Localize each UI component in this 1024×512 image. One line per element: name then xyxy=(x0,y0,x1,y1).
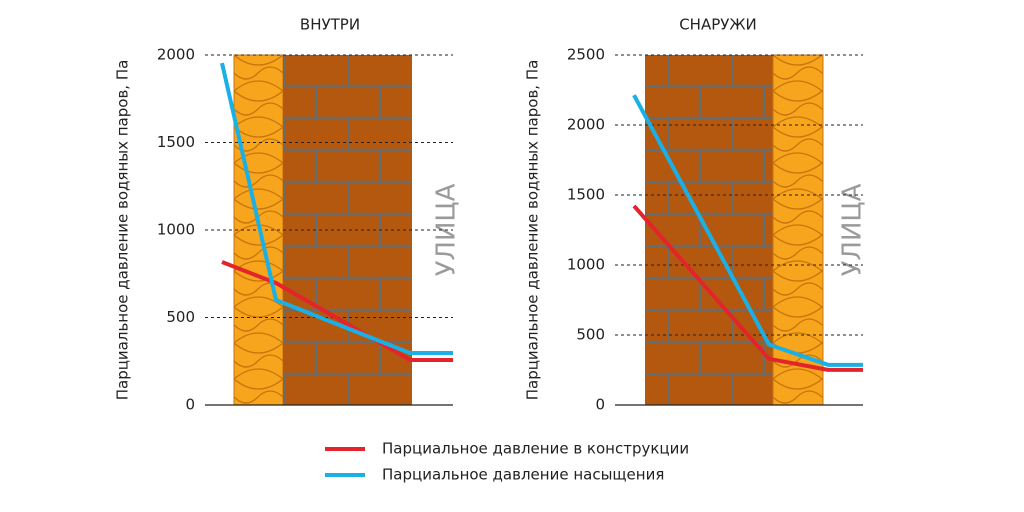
walls xyxy=(233,54,824,406)
y-axis-label: Парциальное давление водяных паров, Па xyxy=(114,60,132,401)
legend-label: Парциальное давление насыщения xyxy=(382,466,664,484)
chart-title: СНАРУЖИ xyxy=(679,16,757,34)
annotation: УЛИЦА xyxy=(838,183,868,276)
y-tick-label: 1500 xyxy=(157,133,195,151)
y-tick-label: 2500 xyxy=(567,46,605,64)
y-tick-label: 1000 xyxy=(157,221,195,239)
y-tick-label: 500 xyxy=(576,326,605,344)
y-tick-label: 1500 xyxy=(567,186,605,204)
series-line xyxy=(632,204,863,372)
y-tick-label: 500 xyxy=(166,308,195,326)
legend-label: Парциальное давление в конструкции xyxy=(382,440,689,458)
y-tick-label: 0 xyxy=(595,396,605,414)
insulation xyxy=(772,54,824,406)
y-tick-label: 0 xyxy=(185,396,195,414)
chart-title: ВНУТРИ xyxy=(300,16,360,34)
y-tick-label: 2000 xyxy=(567,116,605,134)
y-axis-label: Парциальное давление водяных паров, Па xyxy=(524,60,542,401)
y-tick-label: 1000 xyxy=(567,256,605,274)
series-line xyxy=(221,260,453,363)
y-tick-label: 2000 xyxy=(157,46,195,64)
series-line xyxy=(220,62,453,356)
series-line xyxy=(632,94,863,367)
